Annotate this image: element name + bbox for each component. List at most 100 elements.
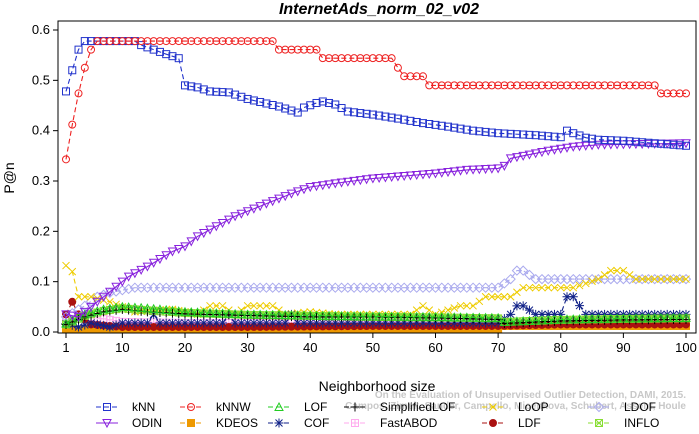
x-tick-label-10: 10 <box>115 340 129 355</box>
point-knn-54 <box>393 114 402 123</box>
point-knnw-16 <box>155 37 164 46</box>
point-loop-86 <box>594 275 603 284</box>
point-odin-36 <box>280 192 291 202</box>
point-knn-5 <box>87 37 96 46</box>
point-knn-87 <box>600 135 609 144</box>
point-odin-10 <box>117 277 128 287</box>
point-lof-38 <box>292 310 303 320</box>
point-knn-83 <box>575 131 584 140</box>
point-knnw-64 <box>456 81 465 90</box>
point-lof-53 <box>386 311 397 321</box>
point-odin-73 <box>512 153 522 163</box>
point-lof-80 <box>555 314 566 324</box>
point-odin-87 <box>599 140 610 150</box>
point-cof-49 <box>362 318 372 328</box>
point-lof-63 <box>449 312 460 322</box>
point-odin-11 <box>123 272 134 282</box>
point-odin-9 <box>111 282 121 292</box>
point-lof-40 <box>305 310 316 320</box>
point-knnw-35 <box>274 45 283 54</box>
point-knnw-95 <box>650 81 659 90</box>
legend-marker-lof <box>274 401 284 411</box>
point-knn-70 <box>494 129 503 138</box>
point-knnw-92 <box>631 81 640 90</box>
point-knn-56 <box>406 116 415 125</box>
point-knnw-27 <box>224 37 233 46</box>
point-odin-88 <box>606 140 616 150</box>
point-knn-88 <box>606 136 615 145</box>
point-knn-57 <box>412 117 421 126</box>
point-odin-72 <box>505 154 516 164</box>
point-knn-84 <box>581 133 590 142</box>
point-ldof-70 <box>492 282 504 293</box>
point-loop-92 <box>632 275 640 284</box>
point-cof-79 <box>549 309 559 319</box>
point-knn-61 <box>437 121 446 130</box>
point-odin-50 <box>368 174 378 184</box>
legend-label-knn: kNN <box>132 400 155 414</box>
point-knnw-23 <box>199 37 208 46</box>
point-lof-13 <box>136 302 146 312</box>
point-knnw-72 <box>506 81 515 90</box>
point-lof-32 <box>255 309 265 319</box>
point-odin-27 <box>223 215 234 225</box>
point-lof-33 <box>261 309 272 319</box>
point-knnw-59 <box>425 81 434 90</box>
series-knnw <box>62 37 690 164</box>
point-knn-41 <box>312 98 321 107</box>
point-odin-41 <box>311 182 322 192</box>
point-lof-9 <box>111 302 121 312</box>
point-loop-97 <box>663 275 672 284</box>
point-lof-17 <box>161 304 172 314</box>
point-cof-31 <box>249 318 259 328</box>
point-knnw-11 <box>124 37 133 46</box>
point-cof-39 <box>299 318 309 328</box>
legend-marker-odin <box>102 419 112 429</box>
point-cof-14 <box>142 318 152 328</box>
legend-label-simplifiedlof: SimplifiedLOF <box>380 400 455 414</box>
legend-label-cof: COF <box>304 416 329 430</box>
point-knnw-45 <box>337 54 346 63</box>
point-loop-95 <box>650 275 659 284</box>
point-cof-78 <box>543 309 553 319</box>
point-odin-29 <box>236 209 247 219</box>
point-odin-14 <box>142 262 153 272</box>
point-cof-7 <box>99 321 109 331</box>
point-lof-84 <box>580 313 591 324</box>
point-odin-5 <box>86 302 96 312</box>
x-tick-label-80: 80 <box>554 340 568 355</box>
point-odin-74 <box>518 151 529 161</box>
point-knnw-91 <box>625 81 634 90</box>
point-knnw-21 <box>187 37 196 46</box>
point-loop-34 <box>268 301 277 310</box>
point-knnw-19 <box>174 37 183 46</box>
point-knn-1 <box>62 87 70 96</box>
point-lof-14 <box>142 303 153 313</box>
point-odin-13 <box>136 265 146 275</box>
watermark: On the Evaluation of Unsupervised Outlie… <box>345 390 686 412</box>
point-knn-80 <box>556 133 565 142</box>
watermark-line-2: Campos, Zimek, Sander, Campello, Micenko… <box>345 401 686 412</box>
point-cof-38 <box>293 318 303 328</box>
point-cof-3 <box>74 322 84 332</box>
legend-marker-cof <box>274 418 284 428</box>
point-lof-43 <box>324 310 334 320</box>
point-knnw-44 <box>331 54 340 63</box>
point-ldof-75 <box>524 269 535 281</box>
point-loop-33 <box>262 301 271 310</box>
point-loop-98 <box>669 275 678 284</box>
point-cof-55 <box>399 318 409 328</box>
point-knnw-39 <box>299 45 308 54</box>
point-cof-4 <box>80 320 90 330</box>
point-odin-75 <box>524 150 535 160</box>
point-loop-4 <box>80 292 89 301</box>
point-cof-51 <box>374 318 384 328</box>
point-knnw-12 <box>130 37 139 46</box>
point-cof-6 <box>92 319 102 329</box>
series-knn <box>62 37 690 150</box>
point-odin-80 <box>555 144 566 154</box>
point-knnw-98 <box>669 89 678 98</box>
point-odin-79 <box>549 145 560 155</box>
point-knnw-20 <box>180 37 189 46</box>
point-cof-48 <box>355 318 365 328</box>
